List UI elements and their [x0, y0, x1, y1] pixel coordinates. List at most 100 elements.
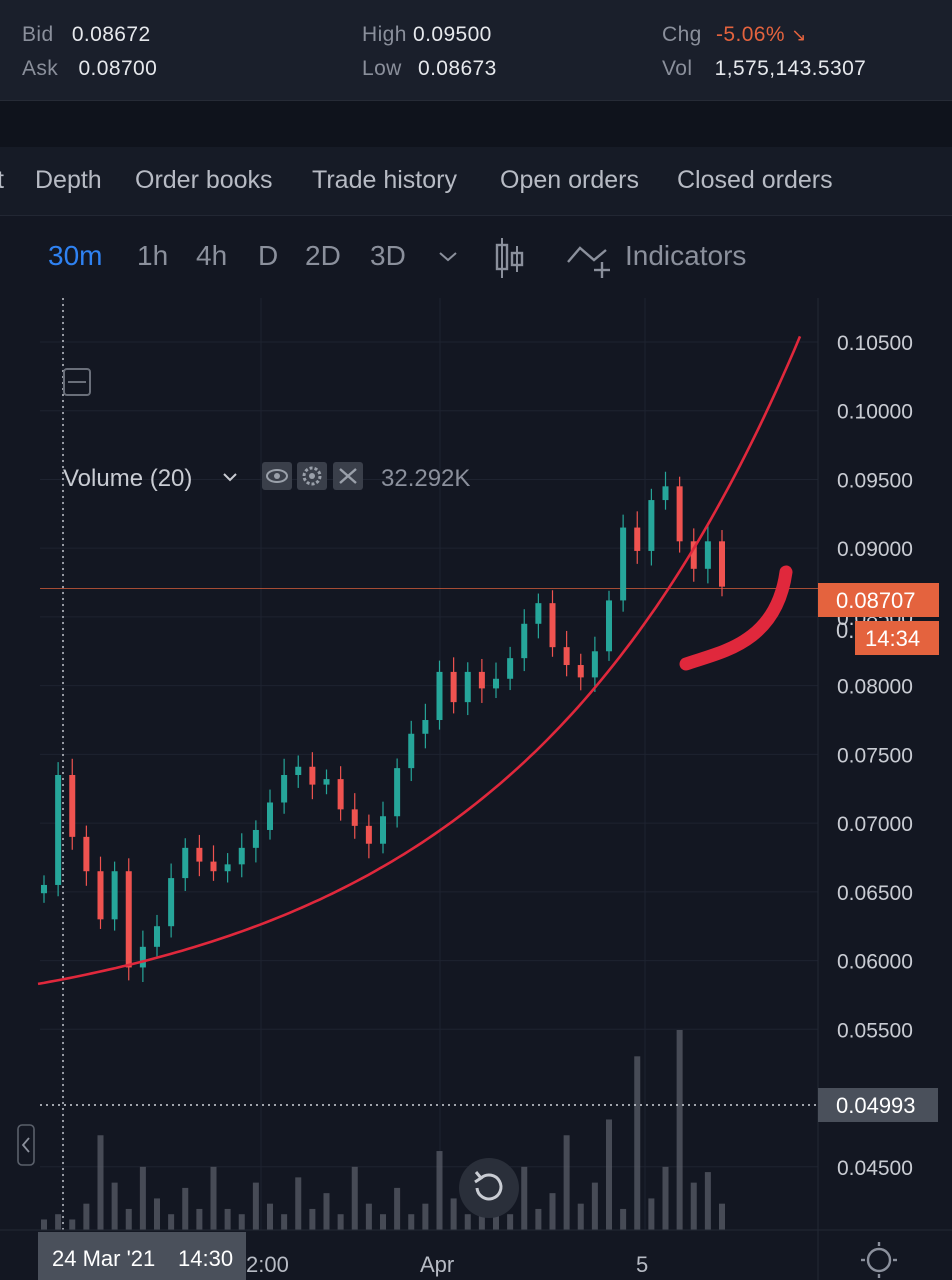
volume-bar — [41, 1219, 47, 1230]
volume-bar — [267, 1203, 273, 1230]
volume-bar — [450, 1198, 457, 1230]
time-tick-label: 5 — [636, 1252, 648, 1277]
handwritten-annotation — [679, 565, 793, 671]
volume-bar — [125, 1208, 132, 1230]
candle-body — [365, 825, 372, 844]
partial-price-label: 0. — [836, 618, 854, 643]
candle-body — [380, 816, 386, 844]
bid-label: Bid — [22, 23, 54, 46]
scroll-left-handle — [17, 1124, 35, 1166]
volume-bar — [563, 1135, 570, 1230]
candle-body — [295, 766, 302, 775]
candle-body — [662, 486, 669, 501]
timeframe-d[interactable]: D — [258, 240, 279, 271]
chevron-down-icon[interactable] — [438, 250, 458, 264]
volume-bar — [337, 1214, 344, 1230]
volume-bars — [41, 1030, 725, 1230]
volume-bar — [182, 1187, 189, 1230]
ticker-bar: Bid 0.08672 Ask 0.08700 High 0.09500 Low… — [0, 0, 952, 101]
brightness-icon — [861, 1242, 897, 1278]
indicators-icon[interactable] — [566, 238, 616, 280]
high-label: High — [362, 23, 407, 46]
tab-chart[interactable]: t — [0, 166, 4, 194]
candle-body — [337, 779, 344, 810]
crosshair-time-tag — [38, 1232, 246, 1280]
crosshair-price-label: 0.04993 — [836, 1093, 916, 1118]
price-chart[interactable]: 0.105000.100000.095000.090000.085000.080… — [0, 298, 952, 1280]
volume-bar — [97, 1135, 104, 1230]
volume-bar — [620, 1208, 627, 1230]
low-row: Low 0.08673 — [362, 57, 497, 81]
price-tick-label: 0.09500 — [837, 469, 913, 492]
chevron-down-icon — [223, 473, 237, 482]
timeframe-1h[interactable]: 1h — [137, 240, 169, 271]
chg-label: Chg — [662, 23, 702, 46]
candle-body — [224, 864, 231, 872]
tab-bar: t Depth Order books Trade history Open o… — [0, 147, 952, 216]
ask-label: Ask — [22, 57, 59, 80]
bid-value: 0.08672 — [71, 23, 151, 46]
price-tick-label: 0.06000 — [837, 951, 913, 974]
chart-grid — [40, 298, 819, 1280]
vol-label: Vol — [662, 57, 693, 80]
current-price-label: 0.08707 — [836, 588, 916, 613]
vol-row: Vol 1,575,143.5307 — [662, 57, 866, 81]
volume-bar — [351, 1166, 358, 1230]
volume-legend-label: Volume (20) — [63, 465, 192, 492]
volume-bar — [719, 1203, 725, 1230]
volume-bar — [704, 1172, 711, 1230]
candle-body — [125, 871, 132, 968]
price-tick-label: 0.04500 — [837, 1157, 913, 1180]
volume-bar — [436, 1151, 443, 1230]
volume-bar — [606, 1119, 612, 1230]
tab-order-books[interactable]: Order books — [135, 166, 273, 194]
time-tick-label: Apr — [420, 1252, 454, 1277]
candle-body — [394, 768, 401, 817]
candle-body — [591, 651, 598, 678]
down-arrow-icon: ↘ — [791, 25, 807, 45]
low-value: 0.08673 — [417, 57, 497, 80]
volume-bar — [295, 1177, 302, 1230]
tab-open-orders[interactable]: Open orders — [500, 166, 639, 194]
candle-body — [620, 527, 627, 601]
timeframe-30m[interactable]: 30m — [48, 240, 103, 271]
timeframe-2d[interactable]: 2D — [305, 240, 341, 271]
volume-bar — [196, 1208, 203, 1230]
candle-body — [436, 671, 443, 721]
volume-bar — [380, 1214, 386, 1230]
candle-body — [139, 946, 146, 968]
volume-bar — [662, 1166, 669, 1230]
countdown-label: 14:34 — [865, 626, 920, 651]
candle-body — [676, 486, 683, 542]
tab-trade-history[interactable]: Trade history — [312, 166, 457, 194]
tab-depth[interactable]: Depth — [35, 166, 102, 194]
timeframe-4h[interactable]: 4h — [196, 240, 228, 271]
volume-bar — [394, 1187, 401, 1230]
refresh-icon — [475, 1173, 503, 1201]
indicators-button[interactable]: Indicators — [625, 240, 747, 271]
volume-bar — [252, 1182, 259, 1230]
price-tick-label: 0.07000 — [837, 813, 913, 836]
candle-body — [281, 774, 288, 803]
candle-body — [351, 809, 358, 826]
volume-bar — [139, 1166, 146, 1230]
crosshair-date-label: 24 Mar '21 — [52, 1246, 155, 1271]
candle-body — [563, 647, 570, 666]
tab-closed-orders[interactable]: Closed orders — [677, 166, 833, 194]
volume-bar — [210, 1166, 217, 1230]
candle-body — [422, 720, 429, 734]
candle-body — [267, 802, 273, 830]
volume-bar — [365, 1203, 372, 1230]
volume-bar — [422, 1203, 429, 1230]
volume-bar — [309, 1208, 316, 1230]
price-axis: 0.105000.100000.095000.090000.085000.080… — [837, 332, 913, 1180]
volume-bar — [238, 1214, 245, 1230]
volume-bar — [549, 1193, 556, 1230]
candle-body — [648, 500, 655, 551]
volume-bar — [69, 1219, 76, 1230]
candles-icon[interactable] — [494, 236, 526, 280]
price-tick-label: 0.10000 — [837, 401, 913, 424]
chg-value: -5.06% — [715, 23, 785, 46]
price-tick-label: 0.08000 — [837, 676, 913, 699]
timeframe-3d[interactable]: 3D — [370, 240, 406, 271]
